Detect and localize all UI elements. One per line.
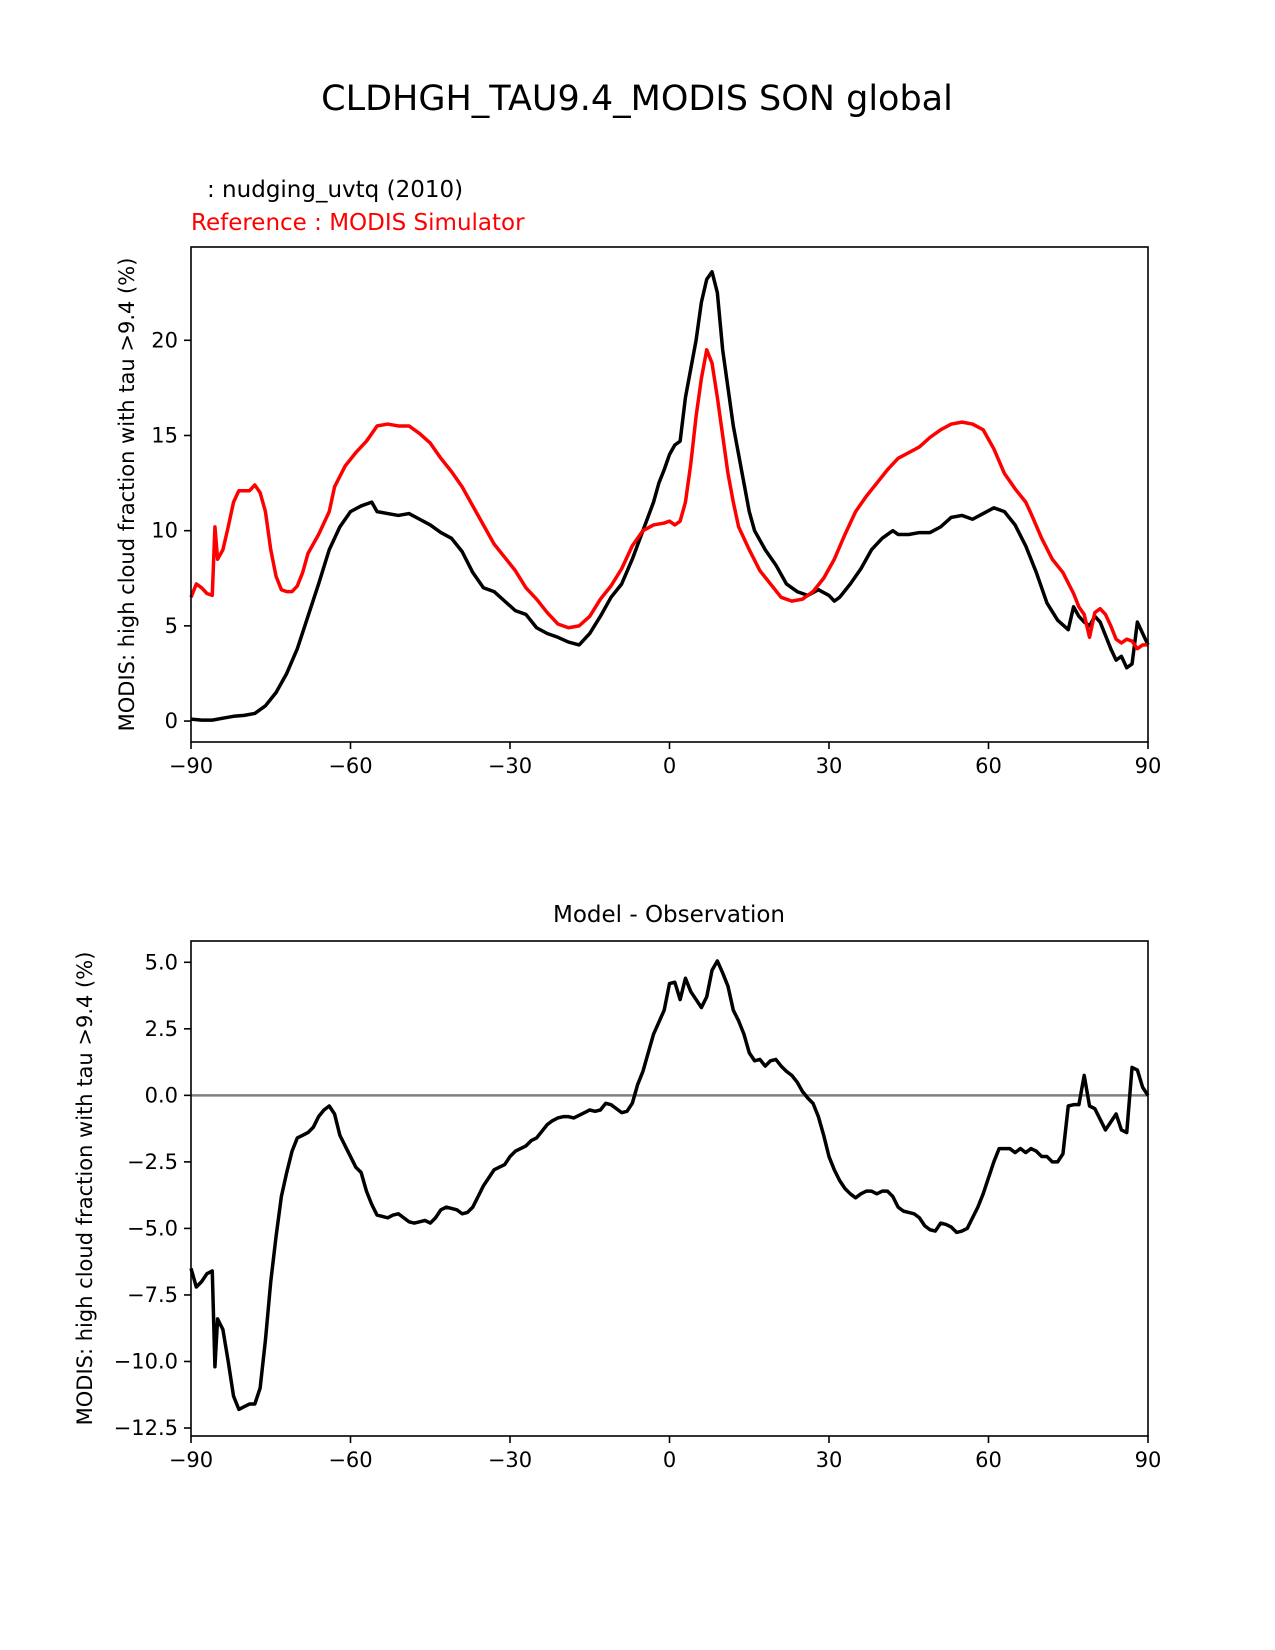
x-tick-label: 90 <box>1135 754 1162 778</box>
y-axis-label: MODIS: high cloud fraction with tau >9.4… <box>73 952 97 1426</box>
y-tick-label: 0.0 <box>145 1083 178 1107</box>
x-tick-label: 60 <box>975 754 1002 778</box>
x-tick-label: −90 <box>169 1448 213 1472</box>
x-tick-label: 0 <box>663 754 676 778</box>
x-tick-label: 90 <box>1135 1448 1162 1472</box>
series-line-reference <box>189 348 1148 651</box>
y-tick-label: 15 <box>151 423 178 447</box>
x-tick-label: 30 <box>816 754 843 778</box>
y-tick-label: 10 <box>151 519 178 543</box>
y-tick-label: −5.0 <box>127 1216 178 1240</box>
y-axis-label: MODIS: high cloud fraction with tau >9.4… <box>115 258 139 732</box>
top-panel: : nudging_uvtq (2010) Reference : MODIS … <box>115 177 1161 778</box>
bottom-plot-area: −90 −60 −30 0 30 60 90 5.0 2.5 0.0 −2.5 −5.0 −7.5 −10… <box>73 940 1162 1472</box>
y-tick-label: 2.5 <box>145 1017 178 1041</box>
y-tick-label: 5.0 <box>145 950 178 974</box>
y-tick-label: −2.5 <box>127 1150 178 1174</box>
x-tick-label: 60 <box>975 1448 1002 1472</box>
bottom-title: Model - Observation <box>553 902 785 928</box>
x-tick-label: −60 <box>328 754 372 778</box>
x-tick-label: −60 <box>328 1448 372 1472</box>
y-tick-label: −12.5 <box>114 1416 178 1440</box>
y-tick-label: 0 <box>165 709 178 733</box>
y-tick-label: 20 <box>151 328 178 352</box>
y-tick-label: −7.5 <box>127 1283 178 1307</box>
series-line-test <box>190 270 1150 722</box>
top-plot-area: −90 −60 −30 0 30 60 90 0 5 10 15 20 MODIS: high clou… <box>115 246 1162 778</box>
bottom-panel: Model - Observation −90 −60 −30 0 30 60 90 5.0 2… <box>73 902 1161 1472</box>
x-tick-label: −30 <box>488 1448 532 1472</box>
y-tick-label: 5 <box>165 614 178 638</box>
x-tick-label: 0 <box>663 1448 676 1472</box>
test-label: : nudging_uvtq (2010) <box>207 177 463 203</box>
reference-label: Reference : MODIS Simulator <box>191 210 525 236</box>
x-tick-label: −30 <box>488 754 532 778</box>
figure-title: CLDHGH_TAU9.4_MODIS SON global <box>321 79 953 119</box>
series-line-difference <box>189 959 1150 1412</box>
y-tick-label: −10.0 <box>114 1349 178 1373</box>
x-tick-label: −90 <box>169 754 213 778</box>
x-tick-label: 30 <box>816 1448 843 1472</box>
axes-frame <box>190 940 1149 1437</box>
